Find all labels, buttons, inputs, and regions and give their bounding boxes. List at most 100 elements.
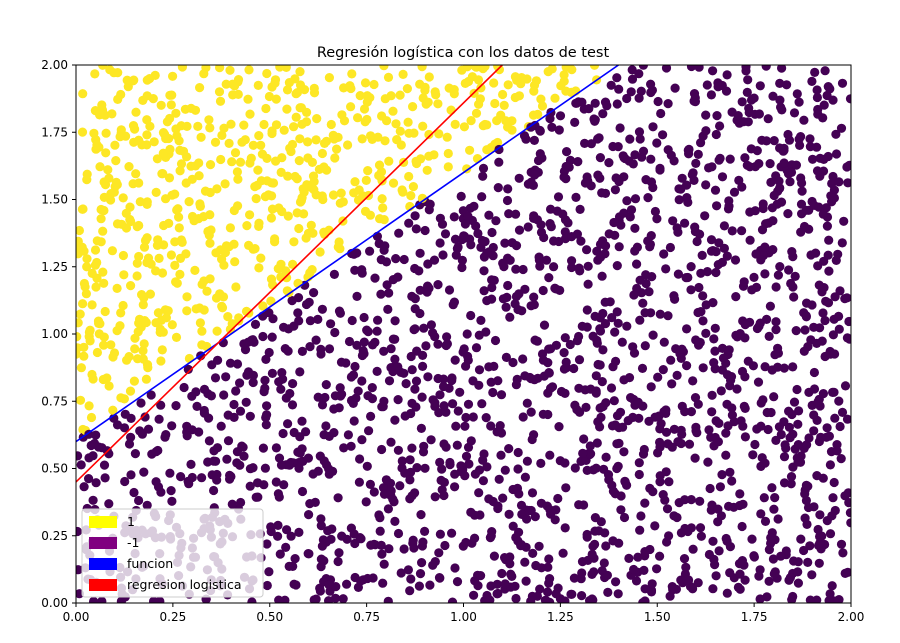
point-class-neg1 <box>516 540 526 550</box>
point-class-neg1 <box>821 296 831 306</box>
point-class-neg1 <box>758 395 768 405</box>
point-class-neg1 <box>410 263 420 274</box>
point-class-neg1 <box>474 465 485 475</box>
point-class-1 <box>186 103 196 113</box>
point-class-neg1 <box>648 330 658 340</box>
point-class-neg1 <box>645 242 655 252</box>
point-class-1 <box>234 316 244 326</box>
point-class-neg1 <box>713 504 723 514</box>
point-class-neg1 <box>771 325 781 335</box>
point-class-neg1 <box>686 262 696 272</box>
point-class-neg1 <box>430 398 440 408</box>
point-class-1 <box>77 242 87 252</box>
point-class-neg1 <box>504 509 514 519</box>
point-class-neg1 <box>608 536 618 546</box>
point-class-1 <box>155 327 165 337</box>
point-class-1 <box>217 303 228 313</box>
point-class-1 <box>132 271 142 281</box>
point-class-1 <box>205 160 216 170</box>
point-class-1 <box>131 169 141 179</box>
point-class-neg1 <box>637 363 648 373</box>
point-class-neg1 <box>295 432 305 442</box>
point-class-neg1 <box>120 476 130 487</box>
point-class-neg1 <box>513 447 523 458</box>
point-class-neg1 <box>711 247 721 257</box>
point-class-neg1 <box>99 460 110 470</box>
point-class-neg1 <box>429 255 440 265</box>
point-class-1 <box>82 254 92 264</box>
point-class-neg1 <box>630 223 640 233</box>
point-class-neg1 <box>769 392 779 402</box>
point-class-1 <box>388 178 399 188</box>
point-class-neg1 <box>76 460 86 470</box>
point-class-neg1 <box>593 417 603 427</box>
point-class-1 <box>98 374 108 385</box>
point-class-neg1 <box>775 262 785 272</box>
point-class-1 <box>182 292 192 302</box>
point-class-1 <box>267 128 277 139</box>
point-class-neg1 <box>613 589 623 599</box>
point-class-neg1 <box>624 553 634 564</box>
point-class-neg1 <box>317 304 327 314</box>
point-class-1 <box>139 293 149 303</box>
point-class-neg1 <box>549 262 559 272</box>
point-class-neg1 <box>659 337 669 347</box>
point-class-neg1 <box>407 443 417 453</box>
point-class-neg1 <box>636 511 646 521</box>
point-class-neg1 <box>717 470 727 480</box>
point-class-neg1 <box>730 255 741 265</box>
point-class-neg1 <box>765 159 775 169</box>
point-class-neg1 <box>297 346 307 356</box>
point-class-neg1 <box>225 474 235 484</box>
point-class-neg1 <box>586 449 596 459</box>
point-class-neg1 <box>493 183 503 193</box>
point-class-neg1 <box>764 331 774 341</box>
point-class-neg1 <box>179 382 189 393</box>
point-class-neg1 <box>560 388 570 398</box>
point-class-neg1 <box>359 349 369 359</box>
point-class-1 <box>161 194 171 204</box>
point-class-neg1 <box>825 460 836 470</box>
point-class-neg1 <box>420 225 430 236</box>
point-class-neg1 <box>416 509 426 520</box>
point-class-neg1 <box>486 531 496 541</box>
point-class-neg1 <box>316 349 326 359</box>
point-class-1 <box>420 82 430 92</box>
point-class-neg1 <box>460 231 470 242</box>
point-class-neg1 <box>561 357 571 367</box>
point-class-neg1 <box>453 406 463 416</box>
point-class-neg1 <box>648 122 658 132</box>
point-class-neg1 <box>192 401 202 411</box>
point-class-neg1 <box>825 84 835 94</box>
point-class-1 <box>204 115 214 125</box>
point-class-1 <box>474 99 484 109</box>
point-class-neg1 <box>695 523 706 533</box>
point-class-1 <box>303 137 313 147</box>
point-class-1 <box>76 225 84 236</box>
point-class-neg1 <box>100 473 110 483</box>
point-class-1 <box>142 233 152 243</box>
point-class-neg1 <box>381 475 391 485</box>
point-class-neg1 <box>342 579 352 589</box>
point-class-neg1 <box>785 177 795 187</box>
point-class-neg1 <box>526 596 536 603</box>
point-class-neg1 <box>447 373 457 383</box>
point-class-neg1 <box>666 355 676 365</box>
point-class-neg1 <box>612 411 623 421</box>
point-class-1 <box>326 119 336 130</box>
point-class-1 <box>199 212 209 222</box>
point-class-1 <box>362 97 372 107</box>
point-class-neg1 <box>790 271 800 281</box>
point-class-neg1 <box>487 275 497 285</box>
point-class-neg1 <box>250 319 261 329</box>
point-class-1 <box>312 114 322 124</box>
point-class-neg1 <box>455 387 465 397</box>
point-class-neg1 <box>721 428 731 438</box>
point-class-1 <box>142 115 152 125</box>
point-class-neg1 <box>448 399 458 409</box>
point-class-neg1 <box>840 294 850 304</box>
point-class-neg1 <box>762 407 772 418</box>
point-class-neg1 <box>505 312 515 322</box>
point-class-1 <box>482 145 492 155</box>
point-class-neg1 <box>612 99 622 109</box>
